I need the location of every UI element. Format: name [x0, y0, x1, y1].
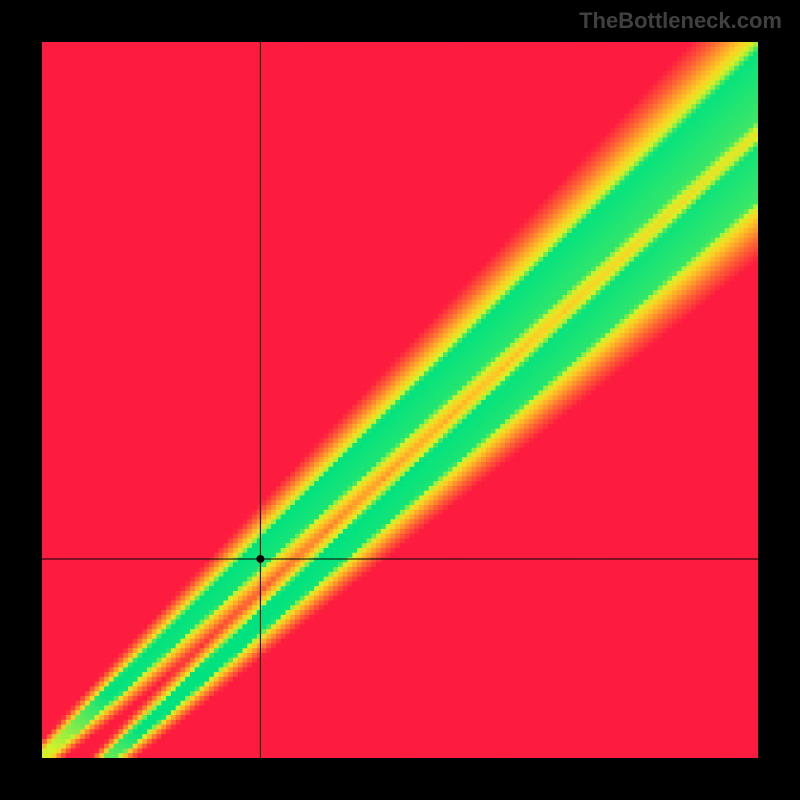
watermark-text: TheBottleneck.com	[579, 8, 782, 34]
bottleneck-heatmap	[42, 42, 758, 758]
heatmap-svg	[42, 42, 758, 758]
